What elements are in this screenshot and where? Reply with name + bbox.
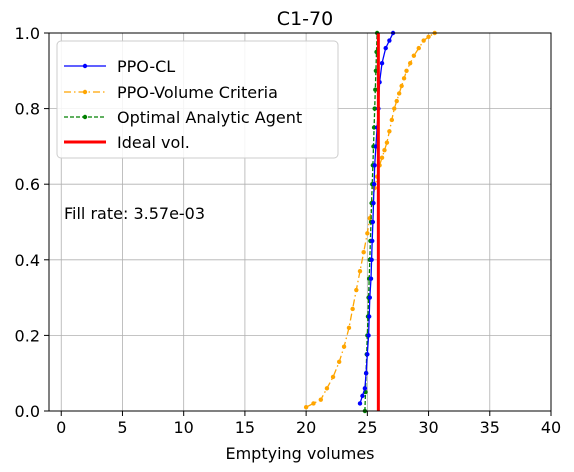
- series-point-ppo-cl: [371, 182, 377, 187]
- series-layer: [303, 30, 437, 414]
- series-point-ppo-cl: [387, 38, 392, 43]
- series-point-ppo-cl: [369, 257, 374, 262]
- x-tick-label: 30: [418, 418, 438, 437]
- legend-marker-optimal-analytic-agent: [82, 114, 88, 120]
- chart-title: C1-70: [277, 8, 333, 30]
- series-point-ppo-volume-criteria: [324, 386, 330, 391]
- series-point-ppo-cl: [366, 333, 371, 338]
- series-point-ppo-cl: [357, 401, 363, 406]
- x-tick-label: 25: [357, 418, 377, 437]
- series-point-ppo-volume-criteria: [392, 106, 397, 111]
- legend-label-ideal-vol: Ideal vol.: [117, 133, 190, 152]
- series-point-ppo-cl: [362, 386, 368, 391]
- series-point-ppo-cl: [370, 238, 375, 244]
- legend: PPO-CL PPO-Volume Criteria Optimal Analyti…: [56, 40, 339, 159]
- series-point-ppo-volume-criteria: [336, 359, 342, 365]
- series-point-ppo-cl: [366, 314, 372, 319]
- series-point-ppo-cl: [365, 352, 370, 357]
- series-point-ppo-volume-criteria: [387, 129, 392, 134]
- series-point-optimal-analytic-agent: [371, 125, 377, 130]
- series-point-ppo-volume-criteria: [354, 287, 359, 293]
- series-point-ppo-cl: [379, 61, 385, 66]
- x-tick-label: 40: [541, 418, 561, 437]
- series-point-ppo-volume-criteria: [384, 140, 390, 145]
- y-tick-label: 0.8: [15, 100, 40, 119]
- series-point-ppo-volume-criteria: [379, 155, 385, 160]
- series-point-ppo-volume-criteria: [396, 91, 402, 96]
- series-point-ppo-cl: [371, 200, 376, 206]
- legend-label-optimal-analytic-agent: Optimal Analytic Agent: [117, 108, 302, 127]
- series-point-ppo-cl: [383, 45, 388, 51]
- series-point-ppo-volume-criteria: [350, 306, 355, 312]
- legend-marker-ppo-cl: [82, 63, 88, 69]
- legend-label-ppo-cl: PPO-CL: [117, 57, 175, 76]
- series-point-ppo-cl: [367, 295, 372, 300]
- legend-label-ppo-volume-criteria: PPO-Volume Criteria: [117, 83, 278, 102]
- series-point-optimal-analytic-agent: [372, 106, 377, 111]
- x-tick-label: 10: [174, 418, 194, 437]
- axes-frame: [48, 32, 552, 412]
- x-tick-label: 20: [296, 418, 316, 437]
- series-point-ppo-volume-criteria: [330, 374, 336, 380]
- series-point-ppo-cl: [368, 276, 374, 281]
- series-point-ppo-volume-criteria: [361, 250, 366, 255]
- fill-rate-annotation: Fill rate: 3.57e-03: [64, 204, 205, 223]
- series-point-ppo-volume-criteria: [382, 147, 387, 153]
- x-axis-label: Emptying volumes: [225, 444, 374, 463]
- series-point-ppo-volume-criteria: [426, 34, 431, 39]
- series-point-ppo-cl: [370, 219, 376, 225]
- series-point-ppo-volume-criteria: [394, 98, 399, 104]
- series-point-ppo-volume-criteria: [303, 405, 309, 410]
- series-line-ppo-volume-criteria: [305, 32, 436, 408]
- series-point-ppo-volume-criteria: [401, 76, 407, 81]
- x-tick-label: 35: [480, 418, 500, 437]
- legend-marker-ppo-volume-criteria: [82, 89, 88, 95]
- series-point-ppo-volume-criteria: [399, 83, 404, 89]
- series-point-ppo-cl: [363, 371, 369, 376]
- y-tick-label: 0.4: [15, 251, 40, 270]
- series-point-ppo-cl: [372, 163, 377, 168]
- series-point-ppo-volume-criteria: [421, 38, 426, 43]
- series-point-ppo-volume-criteria: [407, 61, 413, 66]
- y-tick-label: 1.0: [15, 24, 40, 43]
- series-point-ppo-cl: [360, 393, 365, 399]
- x-tick-label: 5: [117, 418, 127, 437]
- series-point-ppo-volume-criteria: [416, 45, 421, 51]
- series-point-optimal-analytic-agent: [373, 87, 378, 92]
- series-point-ppo-volume-criteria: [404, 68, 409, 74]
- series-point-ppo-volume-criteria: [311, 401, 316, 406]
- series-point-ppo-volume-criteria: [389, 117, 395, 123]
- series-point-ppo-volume-criteria: [357, 268, 363, 274]
- y-tick-label: 0.2: [15, 326, 40, 345]
- y-tick-label: 0.0: [15, 402, 40, 421]
- series-point-ppo-volume-criteria: [365, 231, 370, 236]
- series-point-ppo-volume-criteria: [411, 53, 417, 58]
- legend-box: [56, 40, 339, 159]
- ticks: 0 5 10 15 20 25 30 35 40 0.0 0.2 0.4 0.6 0.8 1.0: [15, 24, 562, 437]
- series-point-ppo-volume-criteria: [372, 185, 377, 191]
- x-tick-label: 0: [56, 418, 66, 437]
- series-point-ppo-volume-criteria: [341, 344, 347, 349]
- series-point-ppo-volume-criteria: [318, 397, 324, 402]
- x-tick-label: 15: [235, 418, 255, 437]
- series-point-ppo-volume-criteria: [346, 325, 352, 331]
- y-tick-label: 0.6: [15, 175, 40, 194]
